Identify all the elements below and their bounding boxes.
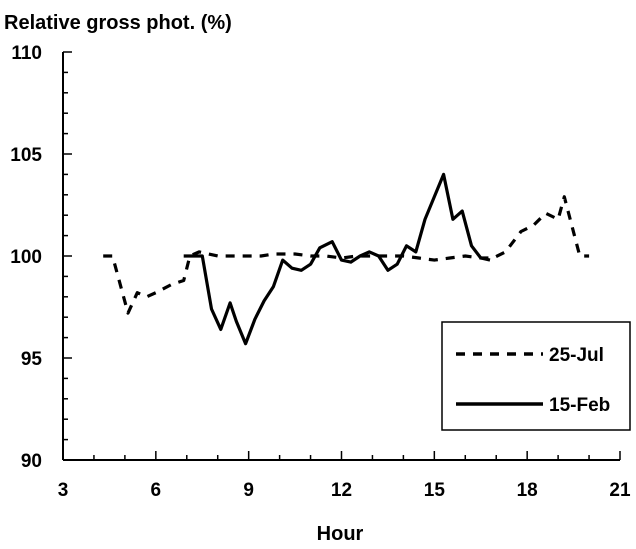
y-tick-label: 110 [11, 43, 42, 64]
y-axis-ticks: 90 95 100 105 110 [10, 43, 72, 472]
series-line-25-jul [103, 195, 590, 315]
x-tick-label: 21 [609, 480, 631, 501]
x-tick-label: 15 [424, 480, 446, 501]
x-axis-ticks: 3 6 9 12 15 18 21 [58, 451, 631, 501]
y-tick-label: 90 [21, 451, 42, 472]
y-tick-label: 105 [10, 145, 42, 166]
x-tick-label: 18 [517, 480, 538, 501]
series-line-15-feb [183, 172, 491, 346]
x-tick-label: 9 [243, 480, 254, 501]
legend-label-25-jul: 25-Jul [549, 345, 604, 366]
y-tick-label: 100 [10, 247, 42, 268]
x-tick-label: 6 [151, 480, 162, 501]
x-axis-title: Hour [317, 523, 364, 545]
x-tick-label: 12 [331, 480, 352, 501]
y-tick-label: 95 [21, 349, 43, 370]
legend: 25-Jul 15-Feb [441, 321, 631, 431]
legend-box [441, 321, 631, 431]
y-axis-title: Relative gross phot. (%) [4, 12, 232, 34]
x-tick-label: 3 [58, 480, 69, 501]
legend-label-15-feb: 15-Feb [549, 395, 610, 416]
series-layer [103, 172, 590, 346]
